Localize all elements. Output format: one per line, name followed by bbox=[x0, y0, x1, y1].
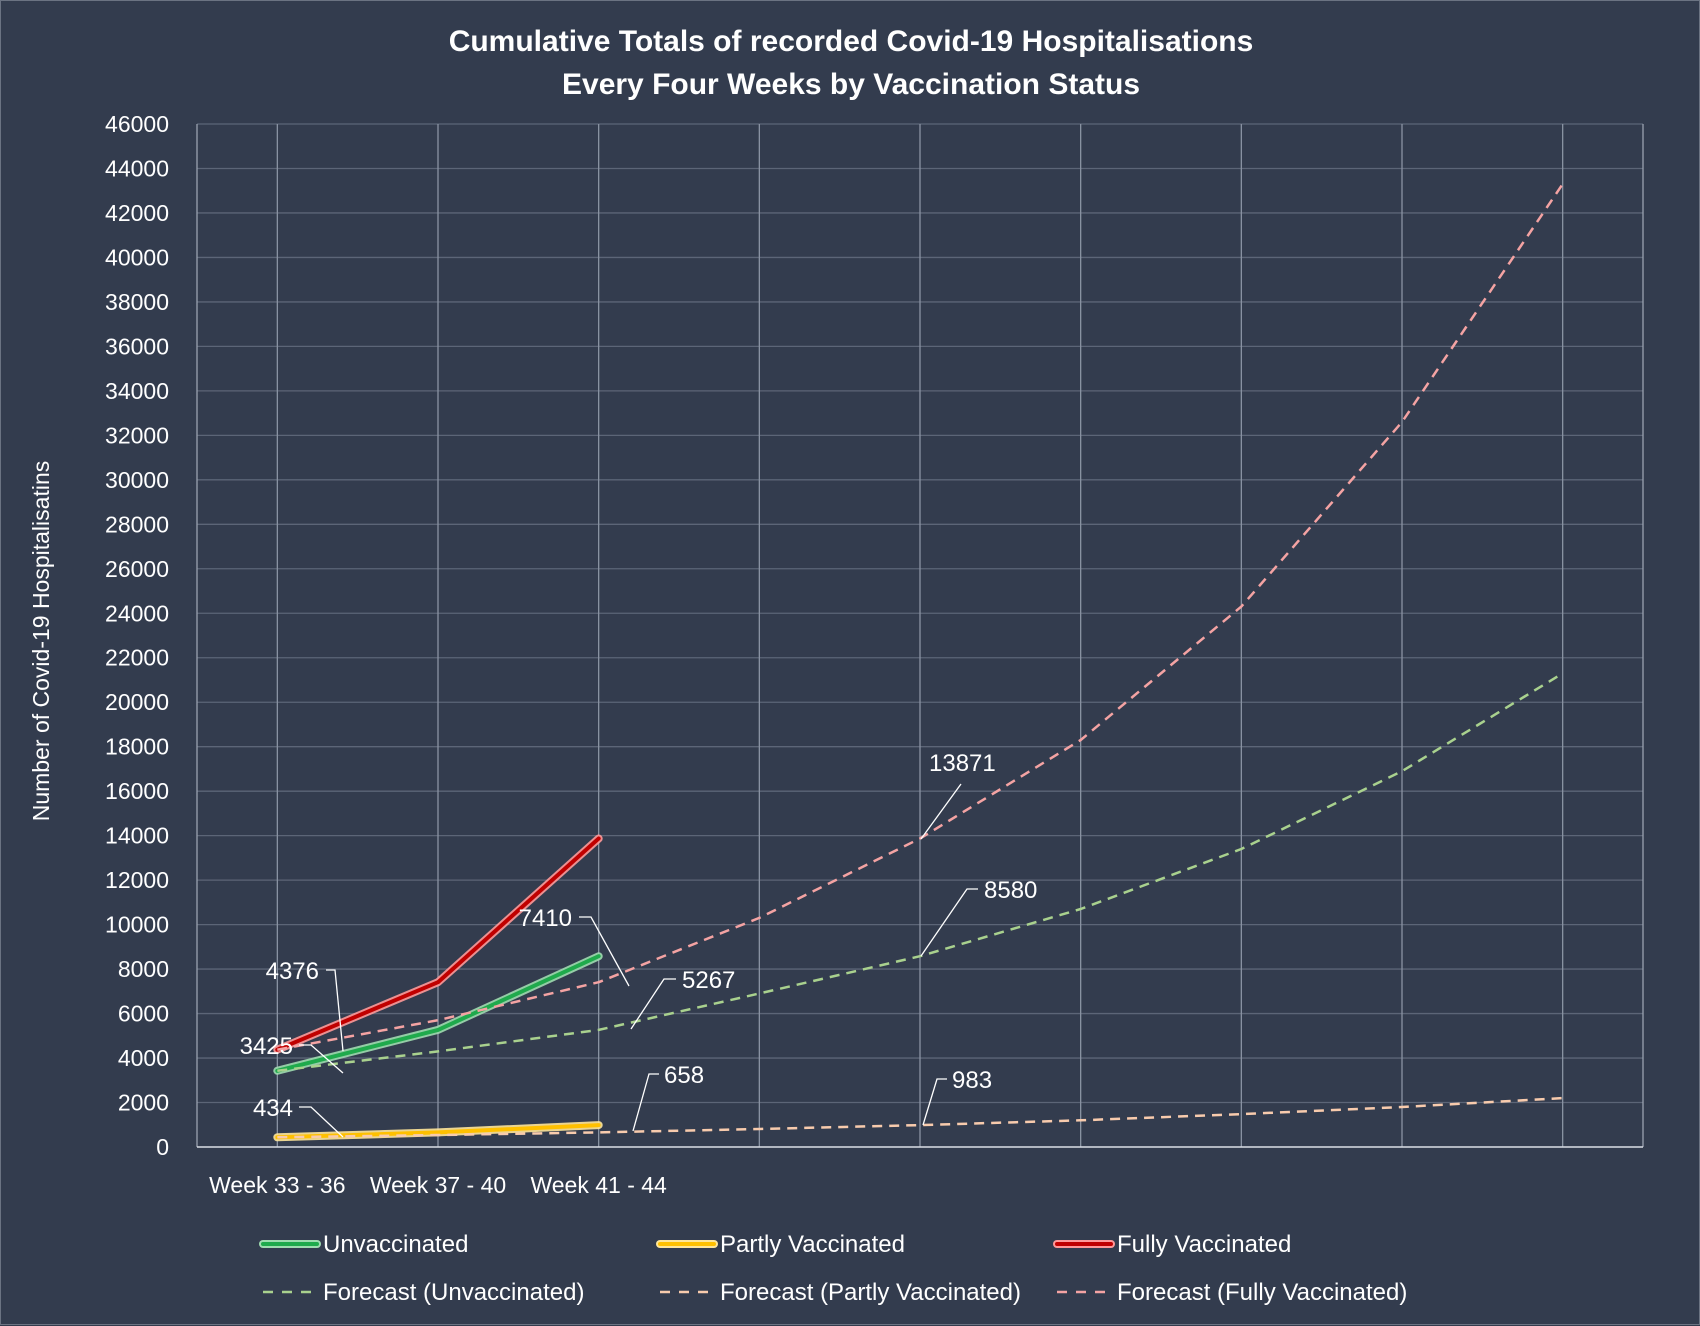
y-tick-label: 12000 bbox=[105, 867, 169, 893]
fully-vaccinated-line bbox=[275, 836, 601, 1052]
y-tick-label: 20000 bbox=[105, 689, 169, 715]
legend-item-unvaccinated[interactable]: Unvaccinated bbox=[259, 1231, 468, 1258]
data-label: 7410 bbox=[519, 905, 572, 932]
y-tick-label: 38000 bbox=[105, 289, 169, 315]
y-tick-label: 0 bbox=[156, 1134, 169, 1160]
y-tick-label: 36000 bbox=[105, 333, 169, 359]
y-tick-label: 42000 bbox=[105, 200, 169, 226]
data-label: 13871 bbox=[929, 750, 996, 777]
data-label: 4376 bbox=[266, 958, 319, 985]
data-label: 658 bbox=[664, 1062, 704, 1089]
y-tick-label: 22000 bbox=[105, 645, 169, 671]
y-tick-label: 30000 bbox=[105, 467, 169, 493]
y-axis-label: Number of Covid-19 Hospitalisatins bbox=[28, 461, 54, 822]
data-label-leader bbox=[326, 969, 344, 1052]
forecast-partly-vaccinated-line bbox=[277, 1096, 1563, 1139]
y-tick-label: 26000 bbox=[105, 556, 169, 582]
y-tick-label: 34000 bbox=[105, 378, 169, 404]
data-label-leader bbox=[920, 783, 962, 840]
x-tick-label: Week 41 - 44 bbox=[530, 1172, 667, 1198]
y-tick-label: 32000 bbox=[105, 422, 169, 448]
data-label: 434 bbox=[253, 1095, 293, 1122]
data-label: 8580 bbox=[984, 877, 1037, 904]
y-tick-label: 6000 bbox=[118, 1001, 169, 1027]
data-label-leader bbox=[630, 978, 676, 1030]
legend-label: Forecast (Partly Vaccinated) bbox=[720, 1279, 1021, 1306]
y-tick-label: 24000 bbox=[105, 600, 169, 626]
y-tick-label: 4000 bbox=[118, 1045, 169, 1071]
y-tick-label: 16000 bbox=[105, 778, 169, 804]
legend-item-forecast-unvaccinated[interactable]: Forecast (Unvaccinated) bbox=[263, 1279, 584, 1306]
data-label-leader bbox=[920, 888, 978, 957]
chart-title-line-1: Cumulative Totals of recorded Covid-19 H… bbox=[449, 25, 1254, 58]
data-label-leader bbox=[299, 1106, 344, 1138]
y-tick-label: 8000 bbox=[118, 956, 169, 982]
forecast-unvaccinated-line bbox=[277, 672, 1564, 1073]
y-tick-label: 40000 bbox=[105, 244, 169, 270]
data-label: 3425 bbox=[240, 1033, 293, 1060]
data-label-leader bbox=[922, 1078, 947, 1126]
y-tick-label: 28000 bbox=[105, 511, 169, 537]
y-tick-label: 2000 bbox=[118, 1090, 169, 1116]
forecast-fully-vaccinated-line bbox=[277, 183, 1564, 1051]
y-tick-label: 46000 bbox=[105, 111, 169, 137]
y-tick-label: 44000 bbox=[105, 155, 169, 181]
legend-item-fully-vaccinated[interactable]: Fully Vaccinated bbox=[1053, 1231, 1291, 1258]
x-tick-label: Week 33 - 36 bbox=[209, 1172, 345, 1198]
chart-title-line-2: Every Four Weeks by Vaccination Status bbox=[562, 68, 1140, 101]
legend-item-partly-vaccinated[interactable]: Partly Vaccinated bbox=[656, 1231, 905, 1258]
unvaccinated-line bbox=[275, 954, 601, 1073]
y-tick-label: 18000 bbox=[105, 734, 169, 760]
data-label-leader bbox=[632, 1073, 659, 1132]
legend-label: Partly Vaccinated bbox=[720, 1231, 905, 1258]
data-label-leader bbox=[579, 916, 630, 987]
y-tick-label: 10000 bbox=[105, 912, 169, 938]
data-label-leader bbox=[299, 1044, 344, 1074]
data-label: 5267 bbox=[682, 967, 735, 994]
legend-label: Unvaccinated bbox=[323, 1231, 468, 1258]
legend-label: Fully Vaccinated bbox=[1117, 1231, 1291, 1258]
legend-item-forecast-fully-vaccinated[interactable]: Forecast (Fully Vaccinated) bbox=[1057, 1279, 1407, 1306]
y-tick-label: 14000 bbox=[105, 823, 169, 849]
legend-item-forecast-partly-vaccinated[interactable]: Forecast (Partly Vaccinated) bbox=[660, 1279, 1021, 1306]
x-tick-label: Week 37 - 40 bbox=[370, 1172, 506, 1198]
legend-label: Forecast (Fully Vaccinated) bbox=[1117, 1279, 1407, 1306]
data-label: 983 bbox=[952, 1067, 992, 1094]
legend-label: Forecast (Unvaccinated) bbox=[323, 1279, 584, 1306]
